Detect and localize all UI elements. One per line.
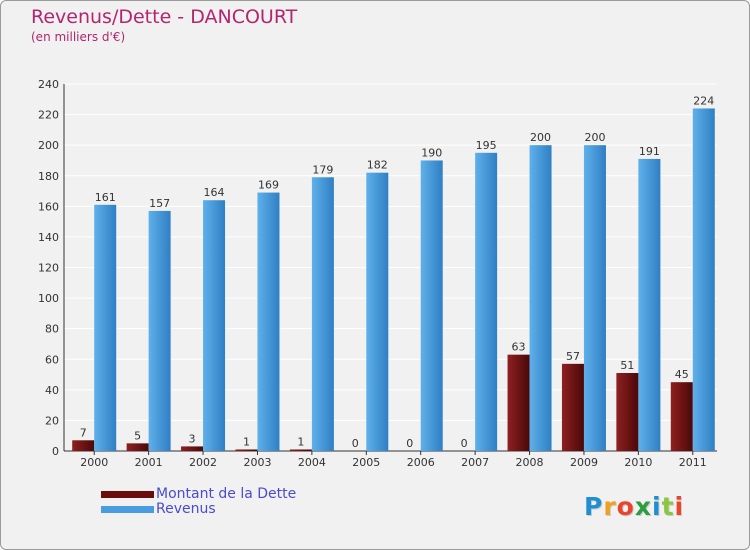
- x-tick-label: 2011: [679, 456, 707, 469]
- logo-letter: o: [616, 492, 635, 521]
- x-tick-label: 2004: [298, 456, 326, 469]
- x-tick-label: 2010: [624, 456, 652, 469]
- data-label-dette: 3: [189, 432, 196, 445]
- data-label-dette: 7: [80, 426, 87, 439]
- bars: [72, 108, 715, 452]
- data-label-revenus: 195: [476, 139, 497, 152]
- bar-dette: [126, 443, 149, 451]
- bar-revenus: [203, 200, 226, 451]
- y-tick-label: 180: [38, 170, 59, 183]
- data-label-revenus: 161: [95, 191, 116, 204]
- bar-dette: [561, 363, 584, 451]
- chart-subtitle: (en milliers d'€): [31, 30, 126, 44]
- data-label-revenus: 169: [258, 179, 279, 192]
- data-label-revenus: 179: [312, 163, 333, 176]
- data-label-revenus: 200: [530, 131, 551, 144]
- x-tick-label: 2007: [461, 456, 489, 469]
- y-tick-label: 40: [45, 384, 59, 397]
- data-label-dette: 5: [134, 429, 141, 442]
- proxiti-logo: Proxiti: [584, 492, 684, 521]
- x-tick-label: 2005: [352, 456, 380, 469]
- bar-dette: [72, 440, 95, 451]
- y-tick-label: 20: [45, 414, 59, 427]
- bar-revenus: [638, 158, 661, 451]
- data-label-dette: 1: [297, 435, 304, 448]
- data-label-dette: 0: [406, 437, 413, 450]
- data-label-dette: 57: [566, 350, 580, 363]
- bar-dette: [507, 354, 530, 451]
- y-tick-label: 240: [38, 78, 59, 91]
- logo-letter: i: [674, 492, 685, 521]
- bar-dette: [670, 382, 693, 451]
- y-tick-label: 60: [45, 353, 59, 366]
- x-tick-label: 2009: [570, 456, 598, 469]
- logo-letter: x: [634, 492, 652, 521]
- y-tick-label: 200: [38, 139, 59, 152]
- logo-letter: P: [584, 492, 604, 521]
- logo-letter: i: [652, 492, 662, 521]
- bar-revenus: [583, 145, 606, 451]
- x-tick-label: 2006: [407, 456, 435, 469]
- data-labels: 7 161 5 157 3 164 1 169 1 179 0 182 0 190 0 195 63 200 57 2…: [80, 94, 715, 450]
- data-label-revenus: 190: [421, 146, 442, 159]
- data-label-dette: 1: [243, 435, 250, 448]
- y-tick-label: 140: [38, 231, 59, 244]
- bar-revenus: [475, 152, 498, 451]
- bar-revenus: [148, 210, 171, 451]
- bar-revenus: [692, 108, 715, 451]
- bar-revenus: [94, 204, 117, 451]
- bar-dette: [289, 449, 312, 451]
- bar-revenus: [366, 172, 389, 452]
- x-tick-label: 2002: [189, 456, 217, 469]
- legend-swatch-revenus: [101, 505, 154, 513]
- bar-revenus: [420, 160, 443, 452]
- y-tick-label: 160: [38, 200, 59, 213]
- logo-letter: t: [661, 492, 675, 521]
- data-label-dette: 45: [675, 368, 689, 381]
- bar-dette: [181, 446, 204, 451]
- y-tick-label: 100: [38, 292, 59, 305]
- data-label-dette: 63: [512, 341, 526, 354]
- data-label-revenus: 200: [584, 131, 605, 144]
- data-label-revenus: 191: [639, 145, 660, 158]
- bar-dette: [235, 449, 258, 451]
- x-tick-label: 2008: [516, 456, 544, 469]
- y-tick-label: 80: [45, 323, 59, 336]
- data-label-revenus: 182: [367, 159, 388, 172]
- x-tick-label: 2000: [80, 456, 108, 469]
- data-label-dette: 0: [461, 437, 468, 450]
- y-tick-label: 0: [52, 445, 59, 458]
- bar-revenus: [311, 177, 334, 451]
- data-label-revenus: 224: [693, 94, 714, 107]
- grid: [64, 83, 717, 451]
- data-label-dette: 0: [352, 437, 359, 450]
- y-tick-label: 120: [38, 262, 59, 275]
- data-label-revenus: 157: [149, 197, 170, 210]
- bar-revenus: [257, 192, 280, 451]
- legend-label-dette: Montant de la Dette: [156, 486, 297, 502]
- data-label-dette: 51: [620, 359, 634, 372]
- legend-swatch-dette: [101, 490, 154, 498]
- y-tick-label: 220: [38, 109, 59, 122]
- bar-revenus: [529, 145, 552, 451]
- legend-item-dette: Montant de la Dette: [101, 486, 297, 502]
- bar-dette: [616, 373, 639, 451]
- x-tick-label: 2001: [135, 456, 163, 469]
- x-tick-label: 2003: [243, 456, 271, 469]
- data-label-revenus: 164: [204, 186, 225, 199]
- legend-item-revenus: Revenus: [101, 501, 216, 517]
- logo-letter: r: [603, 492, 617, 521]
- chart-title: Revenus/Dette - DANCOURT: [31, 6, 298, 28]
- legend-label-revenus: Revenus: [156, 501, 216, 517]
